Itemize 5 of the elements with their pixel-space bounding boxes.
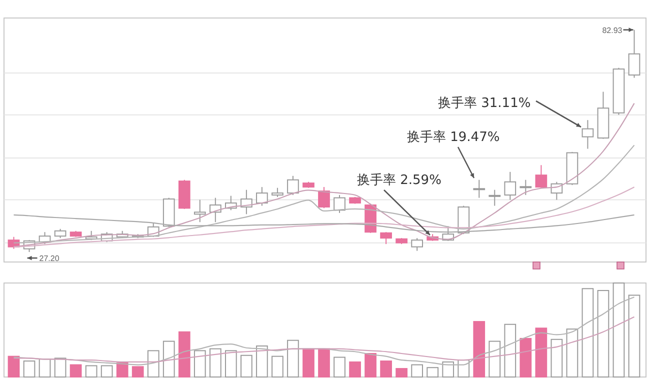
annotation: 27.20 (39, 254, 60, 264)
annotation: 换手率 2.59% (357, 172, 442, 188)
annotation: 换手率 19.47% (407, 129, 500, 145)
annotation: 换手率 31.11% (438, 95, 531, 111)
annotation: 82.93 (602, 26, 623, 35)
